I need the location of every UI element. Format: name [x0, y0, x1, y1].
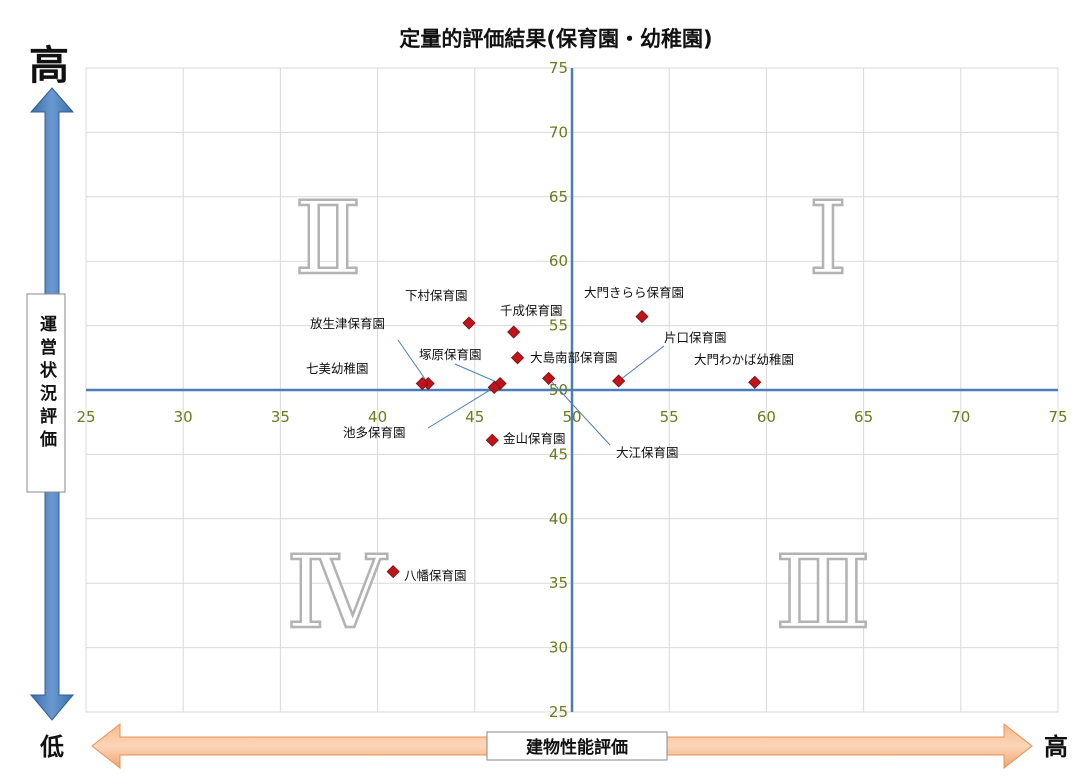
y-tick-label: 35	[549, 574, 568, 592]
x-axis-low-label: 低	[39, 733, 64, 761]
x-tick-label: 40	[368, 408, 387, 426]
data-label: 七美幼稚園	[306, 361, 369, 376]
data-point	[507, 325, 521, 339]
y-tick-label: 30	[549, 639, 568, 657]
leader-line	[454, 363, 501, 385]
y-axis-high-label: 高	[29, 43, 69, 89]
data-label: 金山保育園	[503, 431, 566, 446]
data-point	[386, 565, 400, 579]
x-tick-label: 75	[1048, 408, 1067, 426]
data-label: 大門きらら保育園	[584, 285, 684, 300]
leader-line	[427, 386, 495, 429]
data-point	[487, 380, 501, 394]
data-label: 八幡保育園	[404, 568, 467, 583]
data-point	[542, 371, 556, 385]
x-tick-label: 50	[562, 408, 581, 426]
y-tick-label: 25	[549, 703, 568, 721]
chart-title: 定量的評価結果(保育園・幼稚園)	[399, 27, 712, 51]
x-tick-label: 25	[76, 408, 95, 426]
x-tick-label: 60	[757, 408, 776, 426]
x-tick-label: 30	[174, 408, 193, 426]
data-label: 放生津保育園	[310, 316, 385, 331]
data-point	[415, 376, 429, 391]
x-tick-label: 35	[271, 408, 290, 426]
y-tick-label: 70	[549, 123, 568, 141]
y-axis-title: 運営状況評価	[36, 315, 58, 453]
data-label: 大江保育園	[616, 445, 679, 460]
data-point	[748, 375, 762, 389]
leader-line	[618, 345, 665, 382]
x-tick-label: 65	[854, 408, 873, 426]
quadrant-label: Ⅲ	[775, 534, 871, 651]
x-axis-title: 建物性能評価	[526, 737, 628, 758]
y-axis-title-box	[26, 293, 66, 493]
data-point	[485, 433, 499, 447]
leader-line	[397, 339, 429, 384]
data-point	[462, 316, 476, 330]
data-label: 大島南部保育園	[530, 350, 618, 365]
data-point	[511, 351, 525, 365]
data-label: 大門わかば幼稚園	[694, 352, 794, 367]
y-tick-label: 55	[549, 317, 568, 335]
x-tick-label: 70	[951, 408, 970, 426]
y-tick-label: 45	[549, 445, 568, 463]
leader-line	[548, 378, 611, 446]
x-axis-high-label: 高	[1044, 733, 1068, 761]
y-tick-label: 40	[549, 510, 568, 528]
quadrant-label: Ⅳ	[286, 534, 388, 651]
quadrant-label: Ⅱ	[294, 180, 362, 297]
y-tick-label: 65	[549, 188, 568, 206]
data-label: 塚原保育園	[419, 347, 482, 362]
x-tick-label: 55	[660, 408, 679, 426]
y-tick-label: 75	[549, 59, 568, 77]
data-label: 下村保育園	[405, 288, 468, 303]
data-label: 千成保育園	[500, 303, 563, 318]
data-point	[612, 374, 626, 388]
data-point	[635, 310, 649, 324]
x-axis-title-box	[486, 731, 668, 761]
data-label: 片口保育園	[664, 330, 727, 345]
quadrant-label: Ⅰ	[808, 180, 848, 297]
data-label: 池多保育園	[343, 425, 406, 440]
y-tick-label: 60	[549, 252, 568, 270]
x-tick-label: 45	[465, 408, 484, 426]
